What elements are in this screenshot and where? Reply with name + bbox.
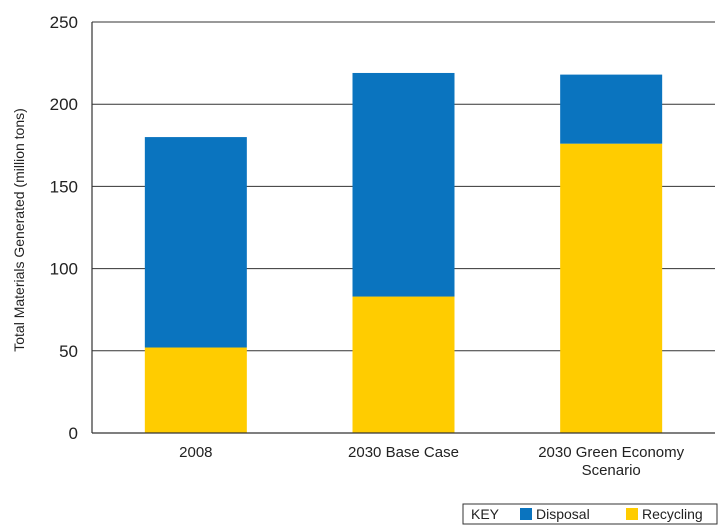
bar-recycling-2 (560, 144, 662, 433)
legend-title: KEY (471, 506, 500, 522)
x-category-label: 2030 Green Economy Scenario (538, 444, 684, 479)
y-tick-label: 250 (50, 13, 78, 32)
y-tick-label: 200 (50, 95, 78, 114)
y-tick-label: 0 (69, 424, 78, 443)
bar-disposal-0 (145, 137, 247, 347)
x-category-label: 2030 Base Case (348, 444, 459, 461)
bar-recycling-1 (353, 297, 455, 433)
legend: KEY Disposal Recycling (463, 504, 717, 524)
x-category-labels: 2008 2030 Base Case 2030 Green Economy Scen… (179, 444, 684, 479)
bar-disposal-2 (560, 75, 662, 144)
y-tick-label: 50 (59, 342, 78, 361)
y-axis-label: Total Materials Generated (million tons) (11, 108, 27, 352)
bar-disposal-1 (353, 73, 455, 297)
legend-swatch-disposal (520, 508, 532, 520)
legend-swatch-recycling (626, 508, 638, 520)
legend-label-disposal: Disposal (536, 506, 590, 522)
x-category-label: 2008 (179, 444, 212, 461)
legend-label-recycling: Recycling (642, 506, 703, 522)
y-tick-labels: 0 50 100 150 200 250 (50, 13, 78, 443)
bars (145, 73, 662, 433)
y-tick-label: 150 (50, 177, 78, 196)
bar-recycling-0 (145, 348, 247, 433)
y-tick-label: 100 (50, 260, 78, 279)
